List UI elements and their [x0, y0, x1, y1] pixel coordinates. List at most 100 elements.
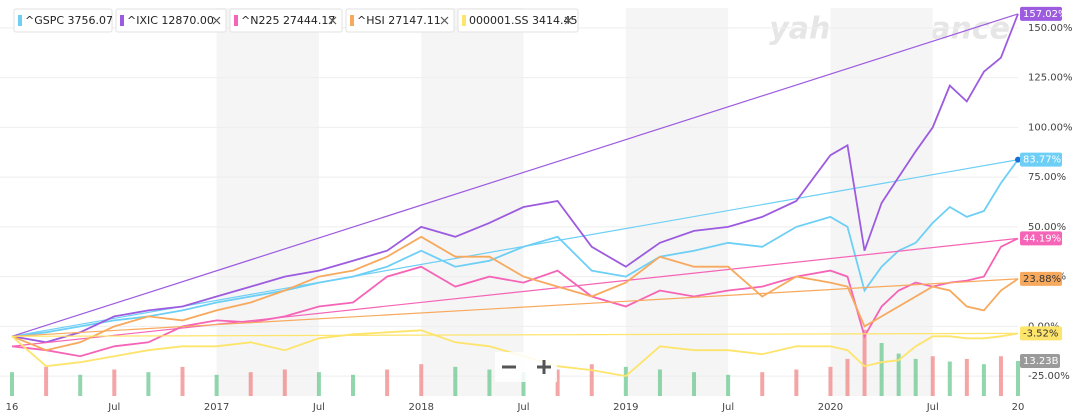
value-badge-label: 83.77% [1023, 155, 1061, 166]
volume-bar [385, 369, 390, 396]
legend-item[interactable]: ^GSPC 3756.07 [13, 8, 113, 33]
volume-bar [828, 366, 833, 396]
trend-line [11, 332, 1019, 337]
volume-bar [998, 356, 1003, 396]
legend-item[interactable]: ^HSI 27147.11 [345, 8, 455, 33]
volume-bar [862, 329, 867, 396]
volume-bar [589, 364, 594, 396]
volume-bar [112, 369, 117, 396]
volume-bar [453, 366, 458, 396]
x-tick-label: Jul [312, 402, 325, 413]
x-tick-label: 2020 [818, 402, 843, 413]
y-tick-label: 125.00% [1028, 73, 1072, 84]
value-badge [1020, 152, 1062, 167]
volume-bar [726, 374, 731, 396]
volume-bar [692, 372, 697, 396]
legend-box [13, 8, 113, 33]
legend-item[interactable]: ^N225 27444.17 [229, 8, 343, 33]
x-tick-label: Jul [926, 402, 939, 413]
legend-swatch [18, 15, 22, 26]
volume-bar [351, 374, 356, 396]
volume-bar [1016, 360, 1020, 396]
y-tick-label: 50.00% [1028, 222, 1066, 233]
y-tick-label: 150.00% [1028, 23, 1072, 34]
volume-badge-label: 13.23B [1023, 356, 1059, 367]
volume-bar [657, 369, 662, 396]
value-badge-label: 44.19% [1023, 233, 1061, 244]
volume-bar [487, 369, 492, 396]
x-tick-label: Jul [721, 402, 734, 413]
series-line [11, 329, 1019, 378]
series-line [11, 235, 1019, 352]
value-badge [1020, 231, 1062, 246]
volume-bar [419, 364, 424, 396]
volume-bar [760, 372, 765, 396]
end-dot [1015, 156, 1021, 163]
legend-label: ^N225 27444.17 [241, 14, 335, 27]
volume-bar [947, 361, 952, 396]
legend-swatch [462, 15, 466, 26]
legend-close[interactable] [564, 16, 573, 25]
volume-bar [896, 353, 901, 396]
legend-item[interactable]: ^IXIC 12870.00 [115, 8, 227, 33]
volume-bar [180, 366, 185, 396]
x-tick-label: Jul [516, 402, 529, 413]
volume-bar [316, 372, 321, 396]
volume-bar [964, 358, 969, 396]
legend-box [345, 8, 455, 33]
period-band [625, 8, 729, 396]
zoom-controls[interactable] [495, 352, 557, 382]
legend-label: 000001.SS 3414.45 [469, 14, 577, 27]
volume-bar [521, 372, 526, 396]
x-tick-label: 2018 [408, 402, 433, 413]
volume-bar [981, 364, 986, 396]
x-tick-label: 2017 [204, 402, 229, 413]
y-tick-label: 75.00% [1028, 172, 1066, 183]
legend-label: ^IXIC 12870.00 [127, 14, 214, 27]
volume-bar [879, 343, 884, 396]
volume-bar [214, 374, 219, 396]
value-badge [1020, 326, 1062, 341]
legend-box [229, 8, 343, 33]
value-badge-label: 23.88% [1023, 274, 1061, 285]
x-tick-label: 2019 [613, 402, 638, 413]
trend-line [11, 13, 1019, 337]
volume-bar [930, 356, 935, 396]
legend-label: ^HSI 27147.11 [357, 14, 441, 27]
period-band [216, 8, 319, 396]
legend-close[interactable] [328, 16, 337, 25]
value-badge [1020, 271, 1062, 286]
volume-bar [44, 366, 49, 396]
legend-box [457, 8, 579, 33]
series-line [11, 237, 1019, 358]
legend-swatch [120, 15, 124, 26]
zoom-in[interactable] [537, 360, 551, 374]
y-tick-label: 100.00% [1028, 122, 1072, 133]
legend-item[interactable]: 000001.SS 3414.45 [457, 8, 579, 33]
trend-line [11, 278, 1019, 337]
value-badge [1020, 6, 1062, 21]
series-line [11, 13, 1019, 344]
period-band [421, 8, 524, 396]
x-tick-label: Jul [107, 402, 120, 413]
legend-box [115, 8, 227, 33]
volume-bar [845, 358, 850, 396]
volume-bar [555, 369, 560, 396]
legend-swatch [234, 15, 238, 26]
volume-bar [623, 366, 628, 396]
legend-close[interactable] [440, 16, 449, 25]
x-tick-label: 16 [6, 402, 19, 413]
legend-label: ^GSPC 3756.07 [25, 14, 113, 27]
value-badge-label: -3.52% [1023, 328, 1058, 339]
series-line [11, 159, 1019, 338]
volume-bar [282, 369, 287, 396]
y-tick-label: -25.00% [1028, 371, 1070, 382]
x-tick-label: 20 [1012, 402, 1025, 413]
legend-close[interactable] [212, 16, 221, 25]
volume-bar [146, 372, 151, 396]
volume-bar [10, 372, 14, 396]
volume-badge [1020, 353, 1060, 368]
volume-bar [248, 372, 253, 396]
volume-bar [913, 358, 918, 396]
